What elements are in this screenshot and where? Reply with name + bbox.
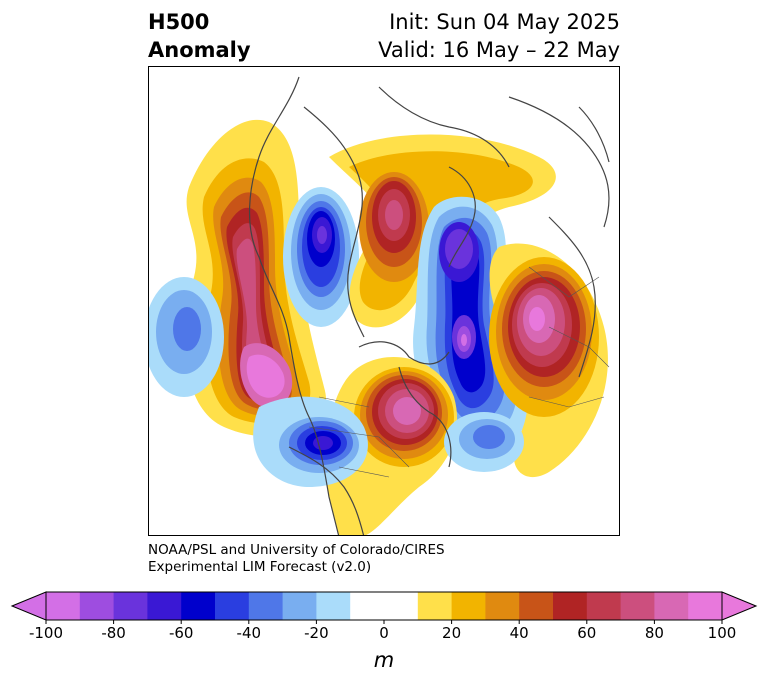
tick-label: -60 <box>168 624 194 642</box>
anomaly-map-svg <box>149 76 610 535</box>
colorbar-cell <box>181 592 216 620</box>
tick-label: -80 <box>101 624 126 642</box>
colorbar-cell <box>451 592 486 620</box>
anomaly-map <box>148 66 620 536</box>
colorbar-cell <box>417 592 453 620</box>
colorbar-cell <box>46 592 81 620</box>
colorbar-cell <box>688 592 723 620</box>
credit-line1: NOAA/PSL and University of Colorado/CIRE… <box>148 542 445 558</box>
credit-line2: Experimental LIM Forecast (v2.0) <box>148 559 372 575</box>
colorbar-cell <box>147 592 182 620</box>
title-right: Init: Sun 04 May 2025 Valid: 16 May – 22… <box>378 8 620 64</box>
trough-pacific <box>149 277 224 397</box>
title-variable: H500 <box>148 10 210 34</box>
title-left: H500 Anomaly <box>148 8 251 64</box>
colorbar-cells <box>10 591 758 621</box>
tick-label: 60 <box>577 624 597 642</box>
trough-canada <box>283 187 359 327</box>
init-date: Init: Sun 04 May 2025 <box>389 10 620 34</box>
colorbar-cell <box>654 592 689 620</box>
colorbar-extend-high <box>721 591 758 621</box>
tick-label: 20 <box>442 624 462 642</box>
colorbar-cell <box>282 592 317 620</box>
colorbar-cell <box>316 592 351 620</box>
borders <box>308 266 610 478</box>
colorbar-tick-labels: -100 -80 -60 -40 -20 0 20 40 60 80 100 <box>0 624 768 644</box>
tick-label: -20 <box>304 624 329 642</box>
coastlines <box>248 76 610 535</box>
tick-label: 80 <box>644 624 664 642</box>
colorbar-cell <box>248 592 284 620</box>
title-field: Anomaly <box>148 38 251 62</box>
ridge-south <box>324 357 458 535</box>
colorbar-cell <box>384 592 419 620</box>
colorbar-ticks <box>45 620 723 624</box>
colorbar-cell <box>553 592 588 620</box>
colorbar-cell <box>620 592 655 620</box>
valid-range: Valid: 16 May – 22 May <box>378 38 620 62</box>
colorbar-cell <box>215 592 250 620</box>
tick-label: -40 <box>236 624 262 642</box>
ridge-east <box>489 243 608 478</box>
trough-southeast <box>444 412 524 472</box>
colorbar-cell <box>79 592 115 620</box>
colorbar-cell <box>113 592 148 620</box>
colorbar-cell <box>350 592 385 620</box>
tick-label: 0 <box>379 624 389 642</box>
trough-southwest <box>253 396 368 487</box>
credit: NOAA/PSL and University of Colorado/CIRE… <box>148 542 445 576</box>
tick-label: 100 <box>707 624 737 642</box>
tick-label: -100 <box>28 624 64 642</box>
colorbar-extend-low <box>10 591 47 621</box>
colorbar-cell <box>586 592 622 620</box>
tick-label: 40 <box>509 624 529 642</box>
colorbar-cell <box>485 592 520 620</box>
colorbar-unit-label: m <box>373 648 395 672</box>
colorbar <box>10 591 758 624</box>
colorbar-cell <box>519 592 554 620</box>
